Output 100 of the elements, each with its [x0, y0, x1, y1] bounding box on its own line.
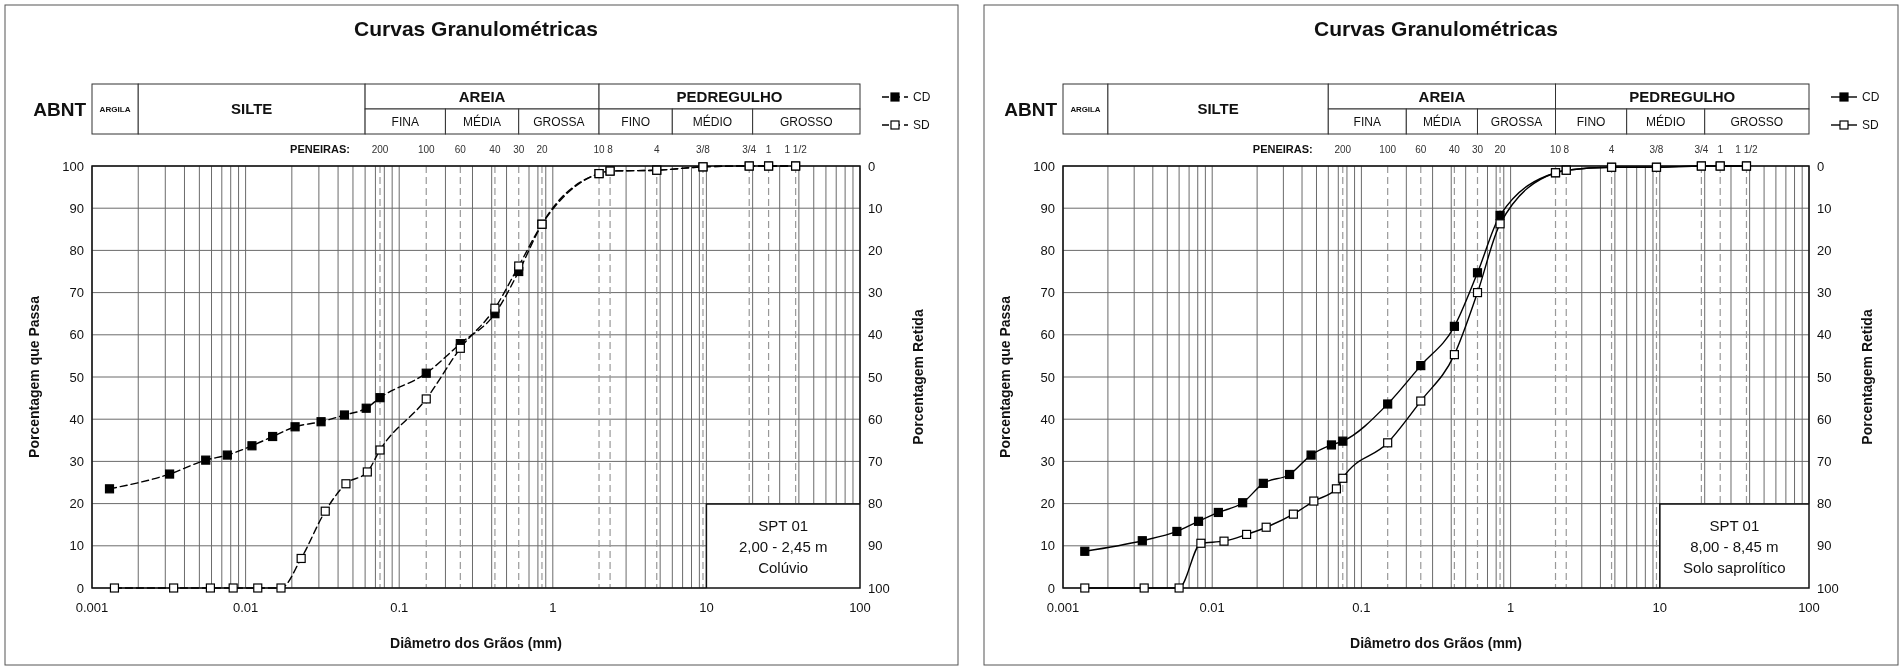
- y2-tick-label: 40: [1817, 327, 1832, 343]
- y-tick-label: 30: [1040, 453, 1055, 469]
- text: GROSSA: [533, 114, 585, 129]
- text: 20: [1494, 144, 1507, 155]
- text: ABNT: [1004, 98, 1058, 120]
- y-tick-label: 60: [1040, 327, 1055, 343]
- text: MÉDIO: [1646, 113, 1686, 129]
- x-tick-label: 0.001: [75, 600, 109, 615]
- y2-tick-label: 80: [868, 496, 883, 512]
- text: 30: [513, 144, 525, 155]
- text: 1 1/2: [1735, 144, 1759, 155]
- text: SILTE: [1197, 100, 1239, 118]
- text: GROSSO: [779, 114, 833, 129]
- text: 8: [1563, 144, 1570, 155]
- text: 1 1/2: [784, 144, 808, 155]
- annotation: Colúvio: [758, 558, 809, 576]
- text: MÉDIO: [692, 113, 733, 129]
- text: 40: [489, 144, 501, 155]
- text: 4: [653, 144, 660, 155]
- text: ABNT: [33, 98, 87, 120]
- text: 200: [1334, 144, 1352, 155]
- chart-title: Curvas Granulométricas: [354, 17, 598, 40]
- x-tick-label: 10: [699, 600, 714, 615]
- text: GROSSO: [1730, 114, 1784, 129]
- text: PENEIRAS:: [1252, 143, 1313, 155]
- text: PEDREGULHO: [676, 87, 783, 105]
- text: FINA: [391, 114, 419, 129]
- text: FINO: [1576, 114, 1606, 129]
- y2-axis-title: Porcentagem Retida: [1858, 309, 1875, 445]
- text: 3/8: [1649, 144, 1664, 155]
- y-axis-title: Porcentagem que Passa: [25, 295, 42, 458]
- legend-label: CD: [1862, 90, 1880, 105]
- y-tick-label: 90: [1040, 200, 1055, 216]
- text: AREIA: [1418, 87, 1466, 105]
- y2-axis-title: Porcentagem Retida: [909, 309, 926, 445]
- x-axis-title: Diâmetro dos Grãos (mm): [1350, 635, 1522, 651]
- text: 30: [1471, 144, 1484, 155]
- x-tick-label: 0.1: [390, 600, 409, 615]
- text: 4: [1608, 144, 1615, 155]
- y-tick-label: 20: [1040, 496, 1055, 512]
- text: MÉDIA: [1422, 113, 1461, 129]
- y-tick-label: 50: [69, 369, 84, 385]
- text: AREIA: [458, 87, 506, 105]
- y-tick-label: 20: [69, 496, 84, 512]
- x-tick-label: 0.01: [1199, 600, 1225, 615]
- y2-tick-label: 20: [1817, 242, 1832, 258]
- text: 20: [536, 144, 548, 155]
- y2-tick-label: 90: [868, 538, 883, 554]
- text: 10: [1549, 144, 1562, 155]
- text: 200: [371, 144, 389, 155]
- y-axis-title: Porcentagem que Passa: [996, 295, 1013, 458]
- text: 60: [454, 144, 467, 155]
- y-tick-label: 70: [1040, 285, 1055, 301]
- text: 100: [1379, 144, 1397, 155]
- y2-tick-label: 10: [868, 200, 883, 216]
- y2-tick-label: 70: [868, 453, 883, 469]
- x-tick-label: 0.001: [1046, 600, 1080, 615]
- y-tick-label: 100: [62, 158, 84, 174]
- y2-tick-label: 50: [868, 369, 883, 385]
- legend-label: CD: [913, 90, 931, 105]
- x-tick-label: 0.01: [232, 600, 259, 615]
- y2-tick-label: 0: [868, 158, 876, 174]
- y2-tick-label: 70: [1817, 453, 1832, 469]
- y2-tick-label: 10: [1817, 200, 1832, 216]
- y2-tick-label: 20: [868, 242, 883, 258]
- text: 60: [1415, 144, 1427, 155]
- y2-tick-label: 60: [1817, 411, 1832, 427]
- y2-tick-label: 90: [1817, 538, 1832, 554]
- text: 1: [765, 144, 772, 155]
- text: 3/8: [696, 144, 711, 155]
- annotation: Solo saprolítico: [1683, 558, 1786, 576]
- y-tick-label: 40: [69, 411, 84, 427]
- y-tick-label: 0: [76, 580, 84, 596]
- x-tick-label: 100: [849, 600, 871, 615]
- legend-label: SD: [1862, 118, 1879, 133]
- y-tick-label: 40: [1040, 411, 1055, 427]
- text: 10: [593, 144, 606, 155]
- text: FINA: [1353, 114, 1381, 129]
- text: 100: [417, 144, 436, 155]
- x-axis-title: Diâmetro dos Grãos (mm): [390, 635, 562, 651]
- text: GROSSA: [1490, 114, 1543, 129]
- x-tick-label: 100: [1798, 600, 1820, 615]
- annotation: SPT 01: [1709, 516, 1760, 534]
- text: SILTE: [230, 100, 273, 118]
- y2-tick-label: 100: [1817, 580, 1839, 596]
- y2-tick-label: 50: [1817, 369, 1832, 385]
- y2-tick-label: 60: [868, 411, 883, 427]
- y2-tick-label: 30: [868, 285, 883, 301]
- y2-tick-label: 80: [1817, 496, 1832, 512]
- y-tick-label: 60: [69, 327, 84, 343]
- text: 3/4: [1694, 144, 1709, 155]
- y-tick-label: 90: [69, 200, 84, 216]
- x-tick-label: 10: [1652, 600, 1668, 615]
- x-tick-label: 1: [1506, 600, 1515, 615]
- text: 40: [1448, 144, 1461, 155]
- y2-tick-label: 100: [868, 580, 890, 596]
- y-tick-label: 0: [1047, 580, 1055, 596]
- y-tick-label: 70: [69, 285, 84, 301]
- text: 3/4: [742, 144, 757, 155]
- y-tick-label: 30: [69, 453, 84, 469]
